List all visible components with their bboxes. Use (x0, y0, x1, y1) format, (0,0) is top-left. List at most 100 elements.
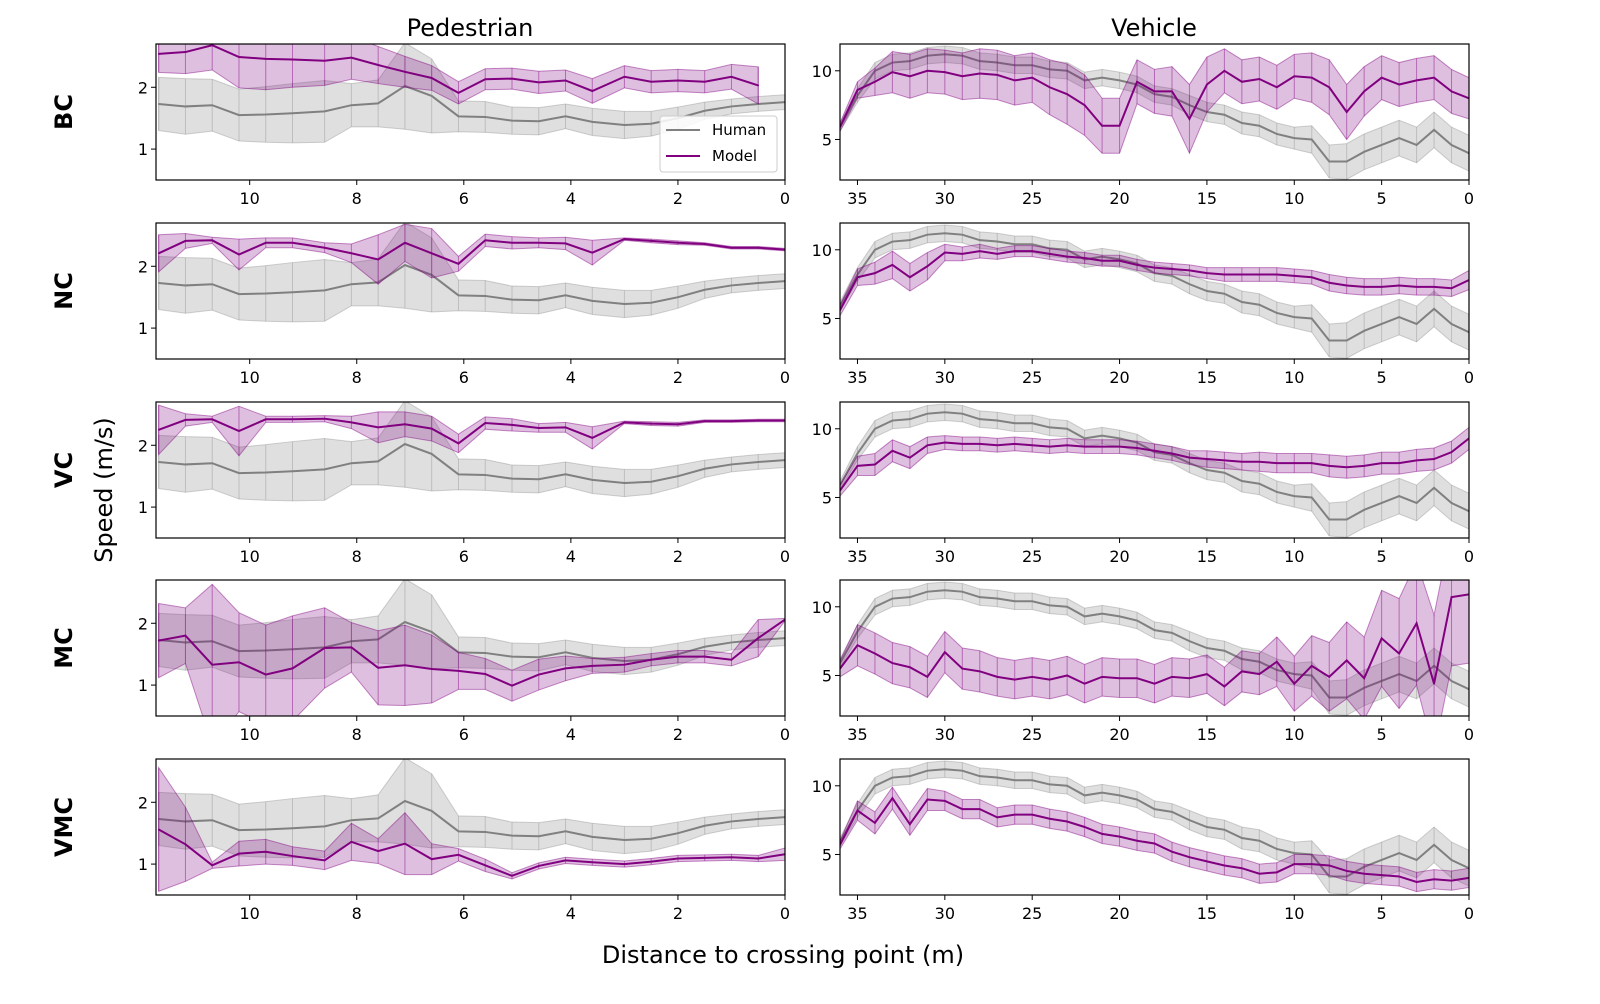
human-point (1171, 811, 1173, 813)
human-point (291, 827, 294, 830)
human-point (1293, 137, 1296, 139)
human-point (891, 597, 894, 600)
model-point (591, 861, 594, 864)
model-point (537, 673, 540, 676)
human-point (1118, 437, 1121, 440)
x-tick-label: 0 (1464, 904, 1474, 923)
human-point (1136, 619, 1138, 622)
model-point (511, 684, 513, 687)
model-point (926, 676, 929, 678)
human-point (1188, 104, 1191, 106)
model-point (184, 843, 187, 846)
model-point (457, 263, 460, 265)
model-point (944, 251, 946, 254)
human-point (1066, 248, 1068, 251)
human-point (757, 103, 760, 105)
model-point (511, 241, 513, 244)
human-point (264, 292, 267, 295)
human-point (430, 631, 433, 633)
panel-vmc-vehicle: 35 30 25 20 15 10 5 0 5 10 (812, 758, 1474, 923)
human-point (1241, 837, 1243, 839)
x-tick-label: 0 (1464, 189, 1474, 208)
human-point (1153, 93, 1156, 95)
human-band (158, 402, 785, 502)
human-point (703, 824, 706, 827)
human-point (1258, 482, 1261, 485)
human-point (757, 818, 760, 820)
model-point (1415, 459, 1418, 462)
x-tick-label: 4 (566, 189, 576, 208)
model-point (511, 424, 513, 426)
model-point (238, 430, 240, 432)
model-point (623, 663, 626, 666)
model-point (1380, 286, 1383, 288)
model-point (909, 276, 911, 279)
model-point (1241, 80, 1243, 83)
model-point (1241, 273, 1243, 276)
x-tick-label: 35 (847, 725, 867, 744)
model-point (1433, 458, 1435, 460)
x-tick-label: 4 (566, 904, 576, 923)
model-point (484, 78, 487, 81)
model-point (1153, 682, 1156, 685)
model-point (1450, 596, 1453, 598)
human-point (1031, 779, 1033, 782)
human-point (264, 649, 267, 652)
human-point (184, 463, 187, 466)
human-point (978, 596, 981, 598)
model-point (323, 859, 326, 862)
human-point (1101, 612, 1103, 615)
model-point (184, 419, 187, 421)
row-label-vmc: VMC (50, 797, 78, 857)
x-tick-label: 5 (1377, 725, 1387, 744)
human-point (703, 467, 706, 470)
model-point (874, 272, 876, 274)
model-point (909, 823, 911, 826)
y-tick-label: 2 (138, 614, 148, 633)
x-tick-label: 15 (1197, 547, 1217, 566)
model-point (1153, 90, 1156, 93)
human-point (1048, 68, 1051, 71)
human-point (1293, 495, 1296, 497)
human-point (1328, 518, 1331, 521)
human-point (430, 95, 433, 97)
human-point (1276, 312, 1278, 314)
model-point (1013, 813, 1016, 816)
model-point (350, 646, 353, 649)
human-point (909, 596, 911, 598)
model-point (978, 443, 981, 445)
model-point (511, 875, 513, 877)
human-band (158, 44, 785, 144)
model-point (430, 252, 433, 255)
human-point (1223, 828, 1226, 831)
human-point (377, 638, 379, 641)
human-point (350, 283, 353, 286)
x-tick-label: 15 (1197, 725, 1217, 744)
human-point (1293, 673, 1296, 675)
y-tick-label: 1 (138, 498, 148, 517)
model-point (404, 71, 406, 73)
x-tick-label: 0 (1464, 547, 1474, 566)
model-point (350, 841, 353, 843)
human-point (1066, 784, 1068, 787)
human-point (1223, 649, 1226, 652)
model-point (1066, 674, 1068, 677)
human-point (1293, 316, 1296, 318)
model-point (350, 56, 353, 59)
human-point (1013, 422, 1016, 425)
human-point (1258, 660, 1261, 663)
x-tick-label: 2 (673, 547, 683, 566)
legend-label-human: Human (712, 121, 766, 139)
model-point (944, 441, 946, 444)
model-point (978, 72, 981, 75)
model-point (1398, 83, 1400, 86)
model-point (157, 252, 160, 255)
human-point (961, 769, 964, 772)
human-point (1013, 243, 1016, 246)
model-point (1206, 458, 1208, 460)
human-point (1450, 502, 1453, 504)
model-point (1188, 456, 1191, 459)
human-point (564, 294, 567, 297)
model-point (1136, 80, 1138, 83)
human-point (238, 650, 240, 652)
